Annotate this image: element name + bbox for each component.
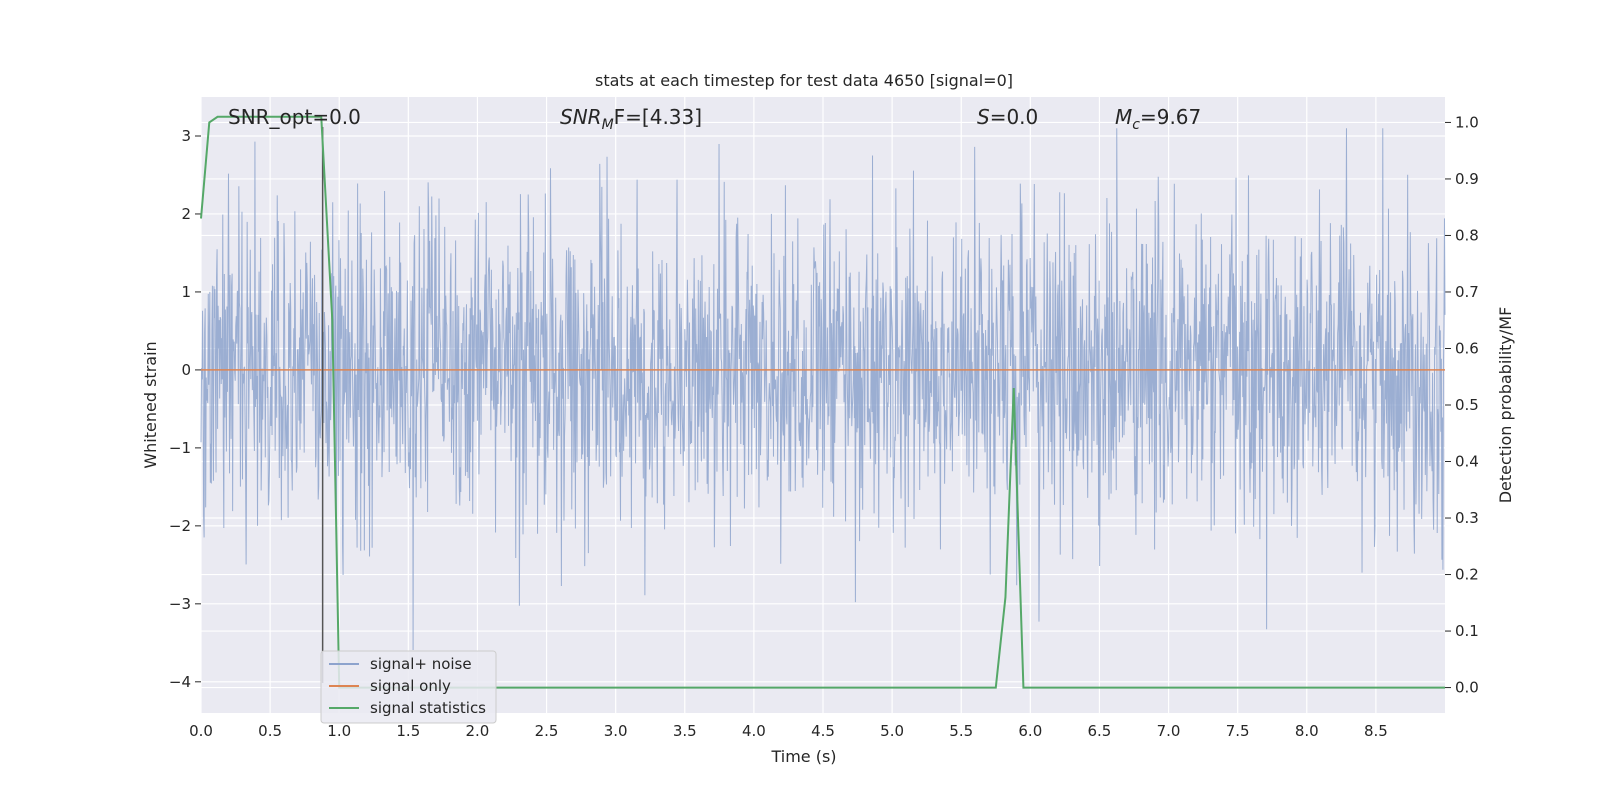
y2-tick-label: 0.5	[1455, 396, 1479, 414]
y-tick-label: 3	[181, 127, 191, 145]
y-axis-label: Whitened strain	[141, 341, 160, 468]
y-tick-label: −1	[169, 439, 191, 457]
x-tick-label: 3.0	[604, 722, 628, 740]
annotation-mc-sub: c	[1132, 117, 1140, 133]
y2-tick-label: 0.8	[1455, 226, 1479, 244]
annotation-s: S=0.0	[977, 105, 1038, 129]
x-tick-label: 7.0	[1157, 722, 1181, 740]
x-tick-label: 1.0	[327, 722, 351, 740]
annotation-snr-mf-main: SNR	[560, 105, 602, 129]
annotation-mc-main: M	[1115, 105, 1132, 129]
y2-tick-label: 0.4	[1455, 453, 1479, 471]
series-signal-statistics	[200, 115, 1445, 689]
y2-tick-label: 0.6	[1455, 339, 1479, 357]
annotation-snr-mf: SNRMF=[4.33]	[560, 105, 702, 133]
legend: signal+ noise signal only signal statist…	[320, 650, 497, 724]
y2-tick-label: 1.0	[1455, 113, 1479, 131]
x-tick-label: 4.0	[742, 722, 766, 740]
annotation-s-rest: =0.0	[990, 105, 1039, 129]
y2-tick-label: 0.7	[1455, 283, 1479, 301]
y2-tick-label: 0.2	[1455, 566, 1479, 584]
x-axis-label: Time (s)	[770, 747, 836, 766]
y-tick-label: −2	[169, 517, 191, 535]
x-tick-label: 7.5	[1226, 722, 1250, 740]
annotation-snr-opt: SNR_opt=0.0	[228, 105, 361, 129]
y-tick-label: −4	[169, 673, 191, 691]
legend-label-statistics: signal statistics	[370, 699, 486, 717]
legend-box	[320, 650, 497, 724]
y2-tick-label: 0.3	[1455, 509, 1479, 527]
series-signal-plus-noise	[200, 128, 1446, 651]
legend-label-noise: signal+ noise	[370, 655, 472, 673]
y-tick-label: 0	[181, 361, 191, 379]
x-tick-label: 6.5	[1088, 722, 1112, 740]
x-tick-label: 2.5	[535, 722, 559, 740]
y-tick-label: −3	[169, 595, 191, 613]
x-tick-label: 4.5	[811, 722, 835, 740]
annotation-mc: Mc=9.67	[1115, 105, 1201, 133]
chart-title: stats at each timestep for test data 465…	[595, 71, 1013, 90]
x-tick-label: 5.0	[880, 722, 904, 740]
plot-area: 0.0 0.5 1.0 1.5 2.0 2.5 3.0 3.5 4.0 4.5 5.0 5.5 6.0 6…	[169, 97, 1479, 740]
annotation-mc-rest: =9.67	[1140, 105, 1201, 129]
y2-tick-label: 0.9	[1455, 170, 1479, 188]
x-tick-label: 8.0	[1295, 722, 1319, 740]
y-tick-label: 1	[181, 283, 191, 301]
annotation-snr-mf-rest: F=[4.33]	[614, 105, 702, 129]
x-tick-label: 8.5	[1364, 722, 1388, 740]
legend-label-signal-only: signal only	[370, 677, 451, 695]
y2-axis-label: Detection probability/MF	[1496, 307, 1515, 504]
x-tick-label: 0.0	[189, 722, 213, 740]
y2-tick-label: 0.1	[1455, 622, 1479, 640]
x-tick-label: 3.5	[673, 722, 697, 740]
y2-tick-label: 0.0	[1455, 679, 1479, 697]
x-tick-label: 0.5	[258, 722, 282, 740]
annotation-s-main: S	[977, 105, 990, 129]
x-tick-label: 6.0	[1018, 722, 1042, 740]
annotation-snr-mf-sub: M	[602, 117, 614, 133]
x-tick-label: 5.5	[949, 722, 973, 740]
x-tick-label: 2.0	[466, 722, 490, 740]
y-tick-label: 2	[181, 205, 191, 223]
x-tick-label: 1.5	[396, 722, 420, 740]
